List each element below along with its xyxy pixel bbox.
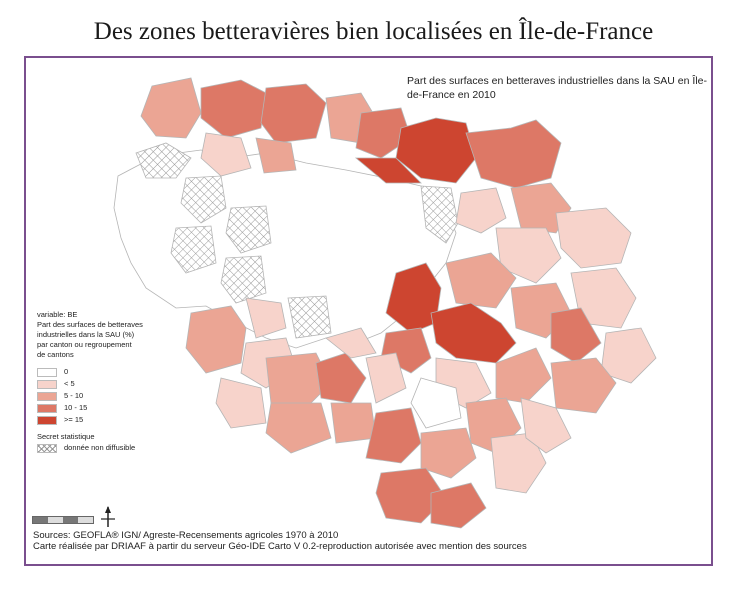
zone-sw-6 <box>315 352 367 404</box>
zone-secret-7 <box>420 185 459 244</box>
zone-sw-7 <box>325 327 377 359</box>
map-sources: Sources: GEOFLA® IGN/ Agreste-Recensemen… <box>33 530 703 552</box>
legend-class-0: 0 <box>37 366 197 378</box>
legend-class-label: >= 15 <box>64 415 84 424</box>
zone-secret-6 <box>287 295 332 339</box>
legend-swatch <box>37 403 57 413</box>
legend-swatch-hatch <box>37 443 57 453</box>
legend-class-label: 0 <box>64 367 69 376</box>
zone-sw-2 <box>245 297 287 339</box>
zone-nw-5 <box>255 137 297 174</box>
legend-line: variable: BE <box>37 310 78 319</box>
zone-c-6 <box>550 357 617 414</box>
zone-sw-10 <box>330 402 377 444</box>
legend-class-4: >= 15 <box>37 414 197 426</box>
zone-c-2 <box>430 302 517 364</box>
zone-secret-3 <box>170 225 217 274</box>
legend-swatch <box>37 415 57 425</box>
source-line: Sources: GEOFLA® IGN/ Agreste-Recensemen… <box>33 530 339 541</box>
legend-secret-label: donnée non diffusible <box>64 443 136 452</box>
legend-swatch <box>37 391 57 401</box>
zone-nw-3 <box>260 83 327 144</box>
zone-secret-5 <box>220 255 267 304</box>
zone-s-8 <box>520 397 572 454</box>
zone-nw-1 <box>140 77 202 139</box>
map-legend: variable: BE Part des surfaces de better… <box>37 310 197 454</box>
legend-line: par canton ou regroupement <box>37 340 132 349</box>
legend-swatch <box>37 367 57 377</box>
legend-class-label: < 5 <box>64 379 75 388</box>
zone-e-2 <box>555 207 632 269</box>
legend-line: industrielles dans la SAU (%) <box>37 330 135 339</box>
zone-nw-4 <box>200 132 252 177</box>
zone-n-4 <box>354 157 422 184</box>
zone-e-1 <box>495 227 562 284</box>
zone-s-5 <box>490 432 547 494</box>
zone-sw-1 <box>185 305 247 374</box>
zone-s-6 <box>375 467 447 524</box>
scale-bar <box>32 516 94 524</box>
choropleth-map <box>113 77 657 529</box>
map-title: Des zones betteravières bien localisées … <box>93 18 654 45</box>
zone-secret-1 <box>135 142 192 179</box>
zone-sw-5 <box>265 352 332 409</box>
legend-secret-title: Secret statistique <box>37 432 95 441</box>
zone-nw-2 <box>200 79 267 139</box>
zone-secret-4 <box>225 205 272 254</box>
zone-n-3 <box>395 117 477 184</box>
north-arrow-icon <box>101 506 115 527</box>
map-subtitle: Part des surfaces en betteraves industri… <box>407 75 707 101</box>
legend-class-2: 5 - 10 <box>37 390 197 402</box>
zone-c-5 <box>495 347 552 404</box>
map-frame: Part des surfaces en betteraves industri… <box>24 56 713 566</box>
zone-ne-2 <box>455 187 507 234</box>
zone-e-6 <box>550 307 602 364</box>
zone-sw-9 <box>265 402 332 454</box>
source-line: Carte réalisée par DRIAAF à partir du se… <box>33 541 527 552</box>
legend-class-label: 10 - 15 <box>64 403 88 412</box>
legend-class-label: 5 - 10 <box>64 391 84 400</box>
zone-s-3 <box>420 427 477 479</box>
zone-s-7 <box>430 482 487 529</box>
zone-s-1 <box>410 377 462 429</box>
zone-secret-2 <box>180 175 227 224</box>
zone-sw-8 <box>365 352 407 404</box>
legend-swatch <box>37 379 57 389</box>
legend-line: Part des surfaces de betteraves <box>37 320 143 329</box>
zone-ne-1 <box>465 119 562 189</box>
zone-n-2 <box>355 107 412 159</box>
zone-s-2 <box>365 407 422 464</box>
legend-secret-row: donnée non diffusible <box>37 442 197 454</box>
zone-e-3 <box>445 252 517 309</box>
zone-sw-4 <box>215 377 267 429</box>
legend-class-3: 10 - 15 <box>37 402 197 414</box>
legend-class-1: < 5 <box>37 378 197 390</box>
legend-line: de cantons <box>37 350 74 359</box>
